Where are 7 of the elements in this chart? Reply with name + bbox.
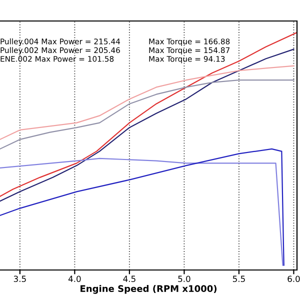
x-tick-label: 5.0: [178, 276, 190, 282]
x-axis-title: Engine Speed (RPM x1000): [80, 285, 216, 294]
x-tick-label: 3.5: [14, 276, 26, 282]
x-tick-label: 6.0: [288, 276, 300, 282]
x-tick-label: 5.5: [232, 276, 245, 282]
x-tick-label: 4.5: [123, 276, 136, 282]
x-tick-label: 4.0: [68, 276, 81, 282]
